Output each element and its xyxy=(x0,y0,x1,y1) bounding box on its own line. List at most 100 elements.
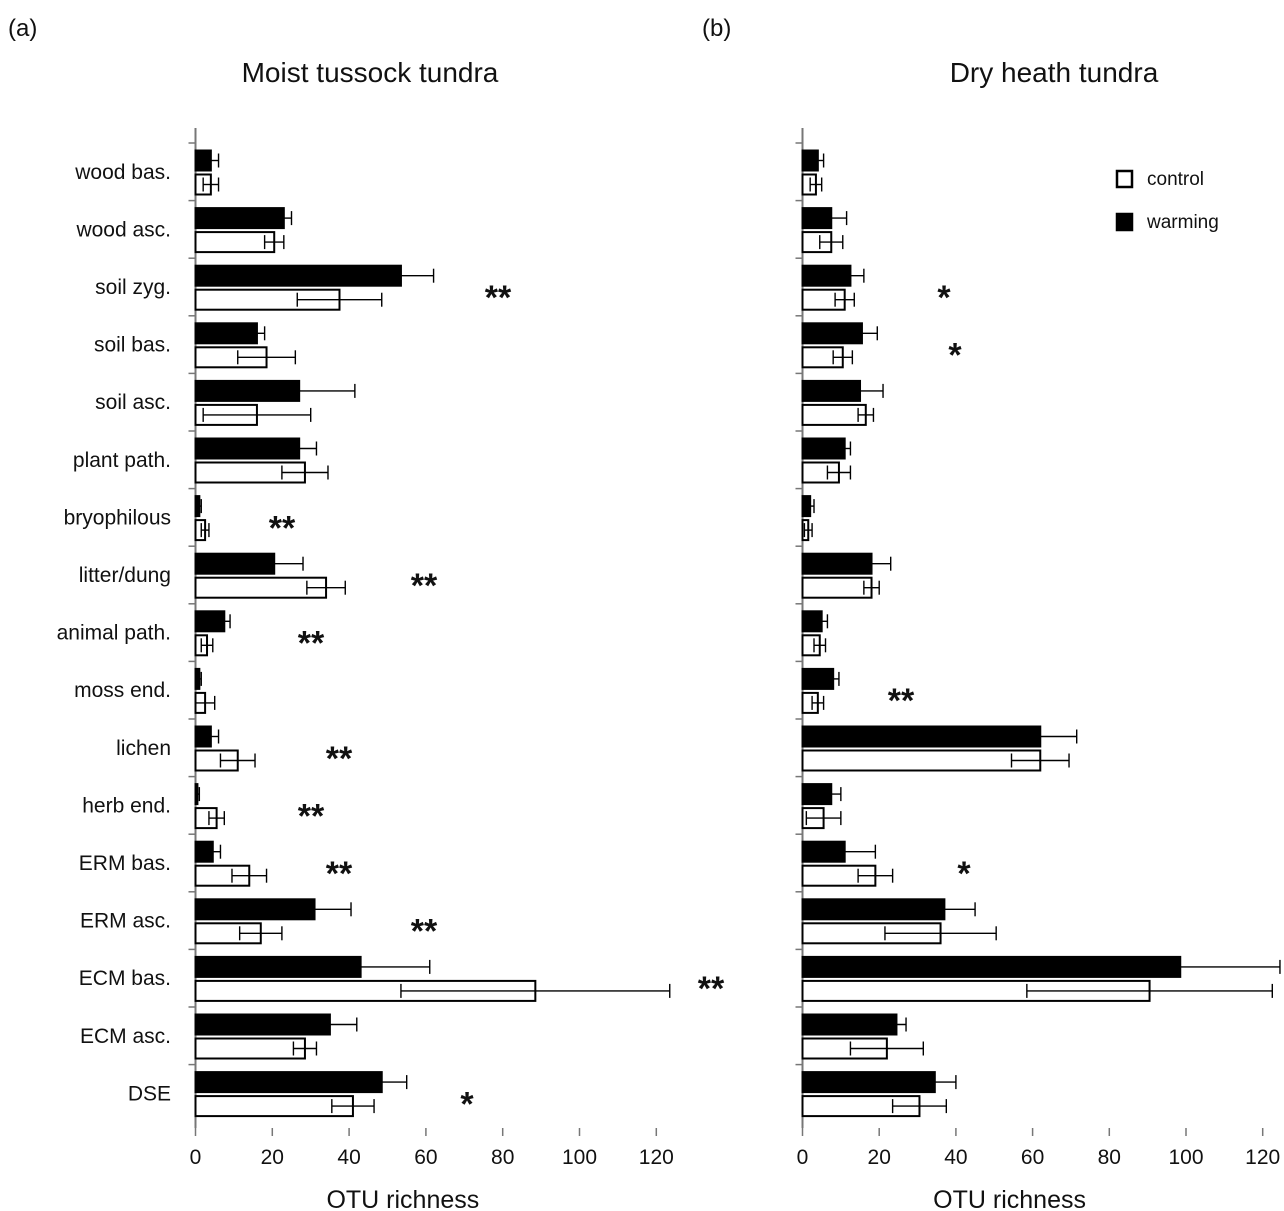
panel-label: (b) xyxy=(702,15,731,42)
control-error-bar xyxy=(849,1041,925,1056)
control-error-bar xyxy=(200,523,210,538)
category-label: herb end. xyxy=(82,794,171,817)
significance-mark: ** xyxy=(485,279,512,317)
category-herb-end xyxy=(795,775,842,830)
warming-error-bar xyxy=(886,1017,907,1032)
warming-error-bar xyxy=(194,787,201,802)
significance-mark: ** xyxy=(326,855,353,893)
control-error-bar xyxy=(263,235,285,250)
category-label: ECM bas. xyxy=(79,967,171,990)
legend-swatch xyxy=(1115,169,1134,189)
control-error-bar xyxy=(1026,983,1273,998)
category-herb-end: herb end. ** xyxy=(82,775,325,835)
x-tick-label: 80 xyxy=(1098,1146,1121,1169)
x-axis-title: OTU richness xyxy=(326,1186,479,1211)
warming-error-bar xyxy=(815,614,829,629)
category-plant-path xyxy=(795,430,852,484)
warming-bar xyxy=(194,1071,383,1094)
significance-mark: ** xyxy=(411,567,438,605)
control-error-bar xyxy=(811,695,825,710)
category-animal-path: animal path. ** xyxy=(57,603,325,663)
category-label: plant path. xyxy=(73,449,171,472)
category-wood-asc xyxy=(795,199,848,254)
control-bar xyxy=(194,1037,306,1060)
category-label: wood bas. xyxy=(74,161,171,184)
chart-title: Dry heath tundra xyxy=(950,57,1159,88)
warming-error-bar xyxy=(845,326,878,341)
legend-label: warming xyxy=(1146,212,1219,233)
significance-mark: ** xyxy=(269,509,296,547)
category-erm-asc: ERM asc. ** xyxy=(80,891,438,951)
x-axis-title: OTU richness xyxy=(933,1186,1086,1211)
significance-mark: ** xyxy=(326,740,353,778)
legend-label: control xyxy=(1147,169,1204,190)
significance-mark: ** xyxy=(298,625,325,663)
category-bryophilous: bryophilous ** xyxy=(64,487,296,547)
control-bar xyxy=(194,1095,354,1118)
x-tick-label: 120 xyxy=(1245,1146,1280,1169)
category-label: soil bas. xyxy=(94,334,171,357)
x-tick-label: 0 xyxy=(190,1146,202,1169)
warming-error-bar xyxy=(913,902,976,917)
category-dse xyxy=(795,1063,957,1118)
control-error-bar xyxy=(834,292,855,307)
warming-error-bar xyxy=(275,211,293,226)
category-plant-path: plant path. xyxy=(73,430,329,484)
panel-b: (b) Dry heath tundra 0 20 40 60 80 100 120 OTU ri… xyxy=(702,15,1281,1211)
warming-error-bar xyxy=(244,556,304,571)
warming-error-bar xyxy=(851,556,892,571)
category-ecm-bas: ECM bas. ** xyxy=(79,948,725,1008)
warming-error-bar xyxy=(202,153,220,168)
category-label: ERM bas. xyxy=(79,852,171,875)
x-tick-label: 80 xyxy=(491,1146,514,1169)
category-soil-asc: soil asc. xyxy=(95,372,356,426)
control-error-bar xyxy=(200,638,214,653)
warming-error-bar xyxy=(281,441,318,456)
control-error-bar xyxy=(884,926,997,941)
category-soil-bas: soil bas. xyxy=(94,315,297,369)
category-animal-path xyxy=(795,603,829,657)
x-tick-label: 100 xyxy=(1168,1146,1203,1169)
control-error-bar xyxy=(231,868,268,883)
control-error-bar xyxy=(238,926,283,941)
significance-mark: * xyxy=(957,855,971,893)
warming-error-bar xyxy=(242,383,356,398)
warming-error-bar xyxy=(290,959,431,974)
warming-error-bar xyxy=(367,268,435,283)
category-ecm-asc: ECM asc. xyxy=(80,1006,358,1060)
warming-error-bar xyxy=(302,1017,358,1032)
x-tick-label: 60 xyxy=(1021,1146,1044,1169)
significance-mark: * xyxy=(937,279,951,317)
control-error-bar xyxy=(219,753,256,768)
control-error-bar xyxy=(306,580,346,595)
control-error-bar xyxy=(1010,753,1070,768)
control-error-bar xyxy=(857,868,894,883)
control-error-bar xyxy=(891,1099,948,1114)
x-tick-label: 0 xyxy=(797,1146,809,1169)
category-bryophilous xyxy=(795,487,815,542)
warming-bar xyxy=(801,1013,898,1036)
control-error-bar xyxy=(857,407,875,422)
category-moss-end: moss end. xyxy=(74,660,216,714)
panel-a: (a) Moist tussock tundra 0 20 40 60 80 100 120 OT… xyxy=(8,15,725,1211)
warming-error-bar xyxy=(204,844,222,859)
x-tick-label: 60 xyxy=(414,1146,437,1169)
significance-mark: ** xyxy=(698,970,725,1008)
category-label: animal path. xyxy=(57,622,171,645)
category-lichen: lichen ** xyxy=(116,718,353,778)
warming-error-bar xyxy=(1079,959,1281,974)
category-label: ECM asc. xyxy=(80,1025,171,1048)
x-tick-label: 20 xyxy=(261,1146,284,1169)
category-label: moss end. xyxy=(74,679,171,702)
x-tick-label: 40 xyxy=(944,1146,967,1169)
warming-error-bar xyxy=(202,729,220,744)
control-error-bar xyxy=(202,407,312,422)
warming-error-bar xyxy=(820,787,842,802)
significance-mark: * xyxy=(948,337,962,375)
control-bar xyxy=(801,749,1042,772)
category-label: lichen xyxy=(116,737,171,760)
warming-bar xyxy=(194,322,258,345)
warming-error-bar xyxy=(836,383,884,398)
category-soil-asc xyxy=(795,372,884,426)
chart-title: Moist tussock tundra xyxy=(242,57,499,88)
